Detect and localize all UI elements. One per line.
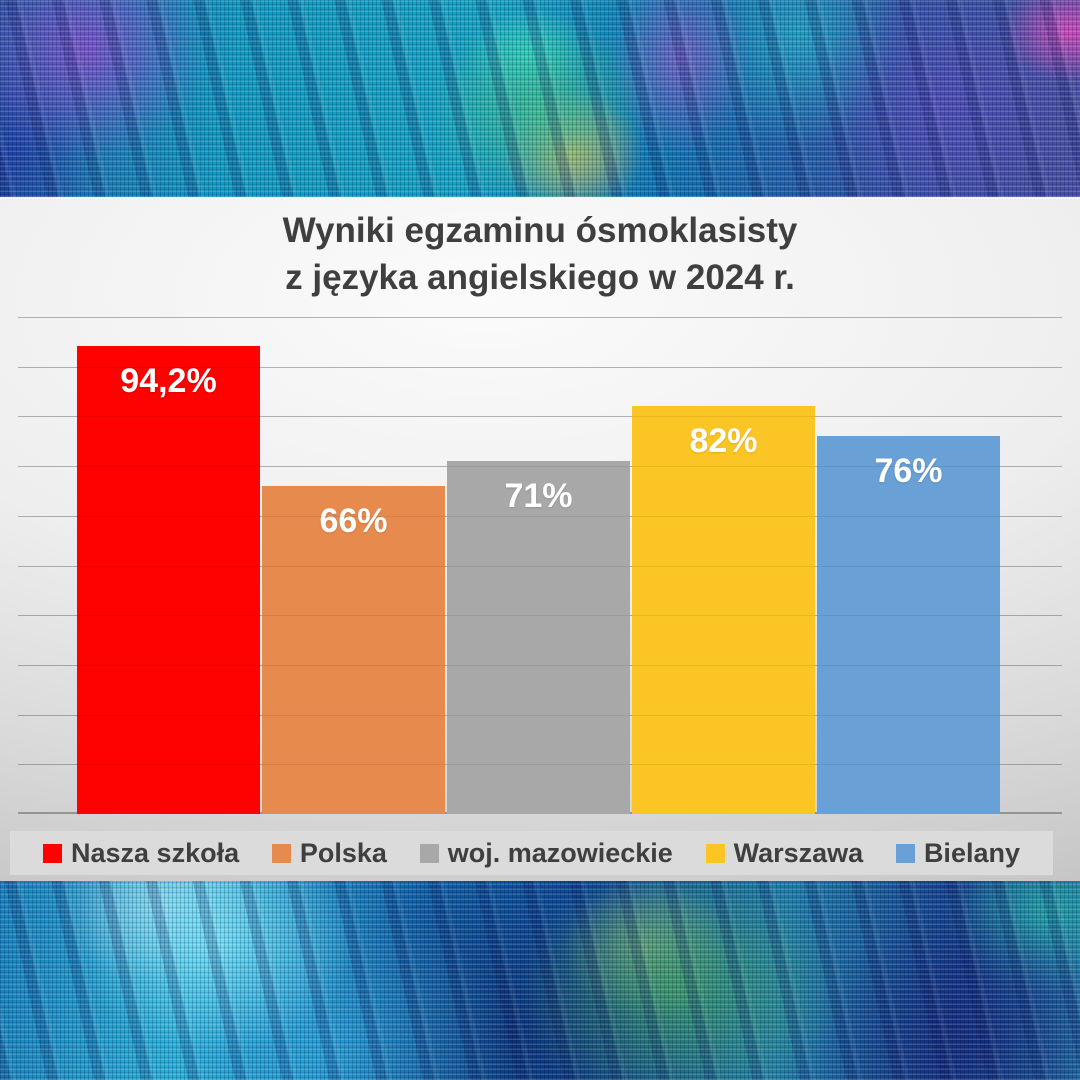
gridline-overlay — [18, 466, 1062, 468]
legend-label: Nasza szkoła — [71, 837, 240, 868]
bar-value-label: 82% — [689, 422, 758, 460]
gridline — [18, 366, 1062, 368]
chart-title-line2: z języka angielskiego w 2024 r. — [285, 258, 795, 297]
painted-canvas-texture-bottom — [0, 881, 1080, 1080]
chart-title: Wyniki egzaminu ósmoklasisty z języka an… — [0, 207, 1080, 301]
legend-swatch — [705, 843, 725, 863]
bar-bielany: 76% — [817, 436, 1000, 814]
legend-label: woj. mazowieckie — [447, 837, 673, 868]
gridline-overlay — [18, 515, 1062, 517]
legend-item-warszawa: Warszawa — [705, 837, 864, 869]
bar-value-label: 66% — [319, 502, 388, 540]
legend-item-bielany: Bielany — [895, 837, 1020, 869]
bar-nasza-szko-a: 94,2% — [77, 346, 260, 814]
chart-title-line1: Wyniki egzaminu ósmoklasisty — [282, 211, 798, 250]
legend: Nasza szkoła Polska woj. mazowieckie Warsza… — [10, 831, 1053, 875]
gridline — [18, 416, 1062, 418]
gridline-overlay — [18, 764, 1062, 766]
legend-label: Warszawa — [733, 837, 864, 868]
legend-label: Bielany — [923, 837, 1020, 868]
legend-swatch — [271, 843, 291, 863]
gridline-overlay — [18, 664, 1062, 666]
legend-item-nasza-szko-a: Nasza szkoła — [43, 838, 239, 869]
legend-swatch — [419, 843, 439, 863]
bar-woj-mazowieckie: 71% — [447, 461, 630, 814]
bar-value-label: 71% — [504, 477, 573, 515]
gridline-overlay — [18, 416, 1062, 418]
gridline-overlay — [18, 317, 1062, 318]
legend-swatch — [895, 843, 915, 863]
bar-value-label: 94,2% — [120, 362, 217, 400]
legend-item-polska: Polska — [271, 837, 387, 869]
painted-canvas-texture-top — [0, 0, 1080, 197]
legend-swatch — [43, 843, 62, 863]
gridline — [18, 317, 1062, 318]
legend-label: Polska — [299, 837, 387, 868]
bar-warszawa: 82% — [632, 406, 815, 814]
chart-canvas: Wyniki egzaminu ósmoklasisty z języka an… — [0, 197, 1080, 881]
gridline-overlay — [18, 565, 1062, 567]
legend-item-woj-mazowieckie: woj. mazowieckie — [419, 837, 673, 869]
gridline-overlay — [18, 714, 1062, 716]
bar-polska: 66% — [262, 486, 445, 814]
gridline-overlay — [18, 366, 1062, 368]
bar-value-label: 76% — [874, 452, 943, 490]
gridline-overlay — [18, 615, 1062, 617]
